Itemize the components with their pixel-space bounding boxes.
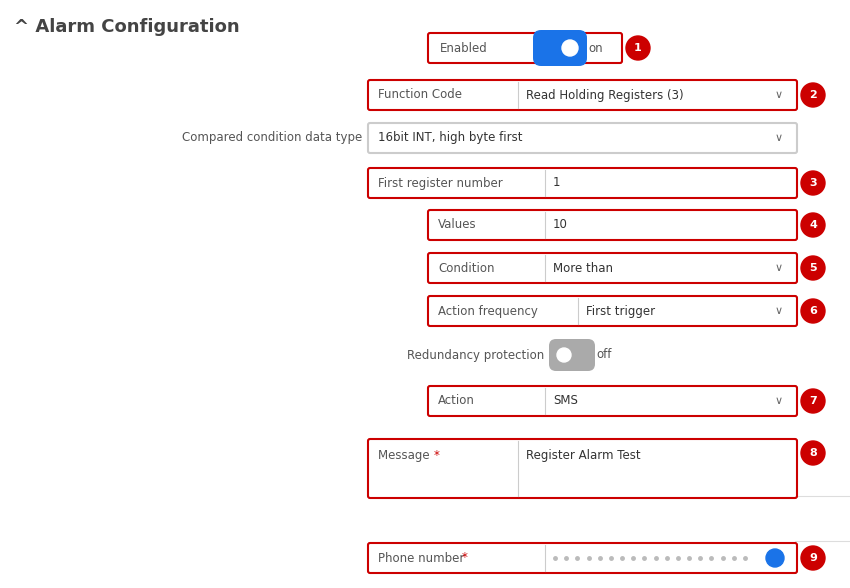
FancyBboxPatch shape xyxy=(428,386,797,416)
Text: 6: 6 xyxy=(809,306,817,316)
Text: *: * xyxy=(462,552,468,564)
Circle shape xyxy=(801,256,825,280)
Text: *: * xyxy=(434,449,439,462)
Text: off: off xyxy=(596,349,611,362)
Text: ^ Alarm Configuration: ^ Alarm Configuration xyxy=(14,18,240,36)
Circle shape xyxy=(557,348,571,362)
Text: 1: 1 xyxy=(553,176,560,189)
Text: Compared condition data type: Compared condition data type xyxy=(182,132,362,145)
Text: 5: 5 xyxy=(809,263,817,273)
Text: Register Alarm Test: Register Alarm Test xyxy=(526,449,641,462)
FancyBboxPatch shape xyxy=(428,210,797,240)
Circle shape xyxy=(801,213,825,237)
Circle shape xyxy=(801,441,825,465)
Text: ∨: ∨ xyxy=(775,133,783,143)
Circle shape xyxy=(801,83,825,107)
Text: Read Holding Registers (3): Read Holding Registers (3) xyxy=(526,89,683,102)
Circle shape xyxy=(766,549,784,567)
FancyBboxPatch shape xyxy=(368,543,797,573)
Text: ∨: ∨ xyxy=(775,90,783,100)
Circle shape xyxy=(801,389,825,413)
Text: Values: Values xyxy=(438,219,477,232)
Circle shape xyxy=(626,36,650,60)
Text: 4: 4 xyxy=(809,220,817,230)
Text: ∨: ∨ xyxy=(775,263,783,273)
Text: 16bit INT, high byte first: 16bit INT, high byte first xyxy=(378,132,523,145)
Circle shape xyxy=(801,171,825,195)
Text: Function Code: Function Code xyxy=(378,89,462,102)
Text: on: on xyxy=(588,42,603,55)
Text: 9: 9 xyxy=(809,553,817,563)
Text: Enabled: Enabled xyxy=(440,42,488,55)
Text: 1: 1 xyxy=(634,43,642,53)
Text: Condition: Condition xyxy=(438,262,495,275)
Text: Action: Action xyxy=(438,395,475,407)
Text: 2: 2 xyxy=(809,90,817,100)
FancyBboxPatch shape xyxy=(533,30,587,66)
Text: Action frequency: Action frequency xyxy=(438,305,538,318)
Circle shape xyxy=(801,299,825,323)
FancyBboxPatch shape xyxy=(368,123,797,153)
Text: Message: Message xyxy=(378,449,434,462)
Text: 3: 3 xyxy=(809,178,817,188)
FancyBboxPatch shape xyxy=(368,80,797,110)
FancyBboxPatch shape xyxy=(428,33,622,63)
Text: ∨: ∨ xyxy=(775,396,783,406)
Text: First trigger: First trigger xyxy=(586,305,655,318)
Text: Redundancy protection: Redundancy protection xyxy=(407,349,544,362)
Text: 7: 7 xyxy=(809,396,817,406)
Text: First register number: First register number xyxy=(378,176,502,189)
Text: Phone number: Phone number xyxy=(378,552,468,564)
FancyBboxPatch shape xyxy=(368,168,797,198)
Circle shape xyxy=(801,546,825,570)
Text: 10: 10 xyxy=(553,219,568,232)
Circle shape xyxy=(562,40,578,56)
FancyBboxPatch shape xyxy=(428,296,797,326)
FancyBboxPatch shape xyxy=(549,339,595,371)
Text: More than: More than xyxy=(553,262,613,275)
FancyBboxPatch shape xyxy=(368,439,797,498)
FancyBboxPatch shape xyxy=(428,253,797,283)
Text: 8: 8 xyxy=(809,448,817,458)
Text: ∨: ∨ xyxy=(775,306,783,316)
Text: SMS: SMS xyxy=(553,395,578,407)
